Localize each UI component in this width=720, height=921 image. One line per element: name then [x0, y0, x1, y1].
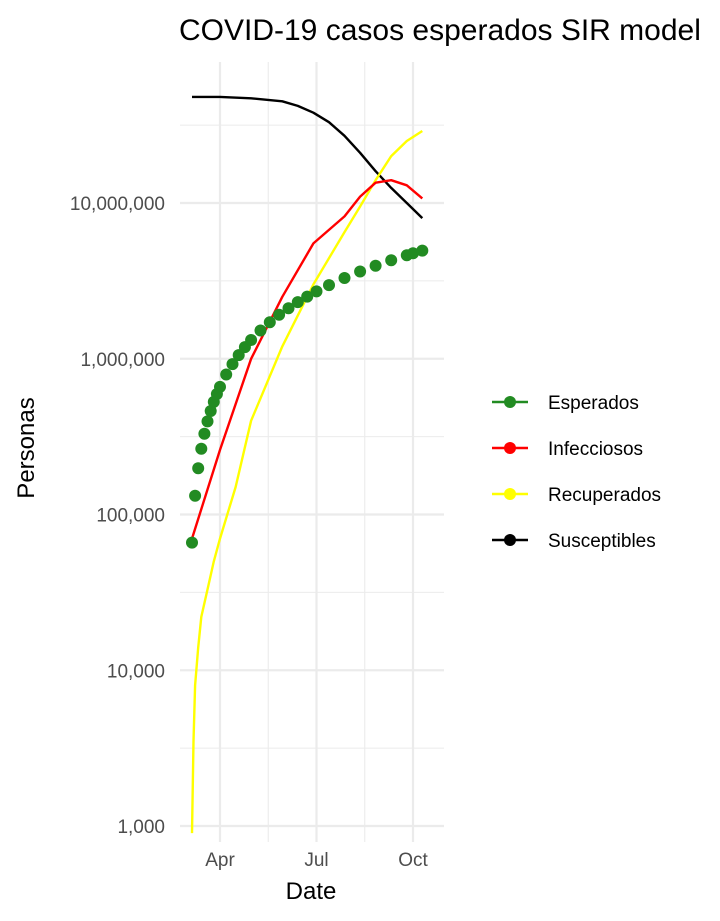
y-axis-ticks: 1,000 10,000 100,000 1,000,000 10,000,000 — [70, 194, 165, 838]
y-tick-label: 100,000 — [96, 506, 165, 527]
series-line-recuperados — [190, 129, 423, 834]
legend-item-recuperados: Recuperados — [492, 485, 661, 506]
legend-label: Recuperados — [548, 485, 661, 506]
y-tick-label: 1,000,000 — [80, 350, 165, 371]
data-point-esperados — [263, 316, 276, 329]
series-line-susceptibles — [192, 95, 424, 219]
series-layer — [186, 95, 429, 834]
data-point-esperados — [369, 259, 382, 272]
legend-label: Infecciosos — [548, 439, 643, 460]
legend-item-susceptibles: Susceptibles — [492, 531, 656, 552]
legend-item-esperados: Esperados — [492, 393, 639, 414]
data-point-esperados — [354, 265, 367, 278]
legend-key-point — [504, 534, 516, 546]
data-point-esperados — [204, 405, 217, 417]
data-point-esperados — [245, 334, 258, 346]
y-axis-title: Personas — [13, 397, 40, 498]
data-point-esperados — [254, 324, 267, 337]
data-point-esperados — [310, 285, 323, 298]
data-point-esperados — [273, 308, 286, 321]
data-point-esperados — [214, 380, 226, 393]
data-point-esperados — [291, 296, 304, 309]
data-point-esperados — [226, 358, 239, 371]
chart-title: COVID-19 casos esperados SIR model — [179, 14, 701, 47]
data-point-esperados — [407, 247, 419, 260]
data-point-esperados — [282, 302, 295, 315]
legend-key-point — [504, 396, 516, 408]
data-point-esperados — [186, 536, 198, 549]
legend-key-point — [504, 442, 516, 454]
series-line-infecciosos — [190, 178, 424, 539]
data-point-esperados — [198, 427, 211, 440]
x-axis-ticks: Apr Jul Oct — [205, 850, 428, 871]
data-point-esperados — [195, 442, 208, 455]
legend-key-point — [504, 488, 516, 500]
data-point-esperados — [192, 462, 205, 475]
x-tick-label: Oct — [398, 850, 428, 871]
y-tick-label: 10,000,000 — [70, 194, 165, 215]
legend: Esperados Infecciosos Recuperados Susceptib… — [492, 393, 661, 552]
data-point-esperados — [416, 244, 429, 257]
x-tick-label: Jul — [304, 850, 328, 871]
legend-label: Susceptibles — [548, 531, 656, 552]
data-point-esperados — [201, 415, 214, 428]
y-tick-label: 10,000 — [107, 661, 165, 682]
data-point-esperados — [323, 279, 335, 292]
x-tick-label: Apr — [205, 850, 235, 871]
legend-label: Esperados — [548, 393, 639, 414]
y-tick-label: 1,000 — [117, 817, 165, 838]
legend-item-infecciosos: Infecciosos — [492, 439, 643, 460]
data-point-esperados — [338, 272, 351, 284]
data-point-esperados — [301, 290, 314, 303]
data-point-esperados — [220, 368, 233, 381]
data-point-esperados — [189, 489, 202, 502]
data-point-esperados — [385, 254, 398, 267]
x-axis-title: Date — [286, 878, 337, 905]
